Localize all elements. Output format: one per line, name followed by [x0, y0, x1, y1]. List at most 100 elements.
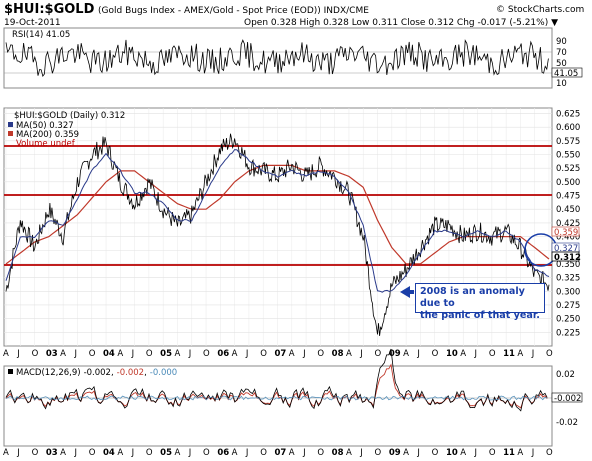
price-tick-label: 0.350 [556, 260, 580, 270]
x-tick-label: 05 [160, 349, 172, 359]
macd-v2: -0.002 [117, 368, 144, 378]
macd-x-tick-label: 05 [160, 448, 172, 458]
ma200-label: MA(200) 0.359 [16, 130, 79, 140]
macd-x-tick-label: O [203, 448, 210, 458]
macd-x-tick-label: A [60, 448, 66, 458]
x-tick-label: A [517, 349, 523, 359]
macd-x-tick-label: O [489, 448, 496, 458]
x-tick-label: O [432, 349, 439, 359]
price-tick-label: 0.250 [556, 315, 580, 325]
macd-value-tag: -0.002 [554, 394, 581, 404]
macd-tag-bg [551, 392, 583, 403]
price-tick-label: 0.400 [556, 233, 580, 243]
x-tick-label: A [60, 349, 66, 359]
x-tick-label: 04 [103, 349, 115, 359]
macd-x-tick-label: A [117, 448, 123, 458]
x-tick-label: O [146, 349, 153, 359]
macd-x-tick-label: 06 [217, 448, 229, 458]
x-tick-label: O [89, 349, 96, 359]
x-tick-label: J [416, 349, 420, 359]
macd-x-tick-label: O [146, 448, 153, 458]
x-tick-label: J [531, 349, 535, 359]
ohlc-readout: Open 0.328 High 0.328 Low 0.311 Close 0.… [244, 18, 558, 28]
volume-label: Volume undef [16, 139, 76, 149]
price-grid-vertical [5, 108, 550, 346]
macd-x-tick-label: A [517, 448, 523, 458]
rsi-value-tag: 41.05 [554, 69, 578, 79]
price-axis-ticks: 0.625 0.600 0.575 0.550 0.525 0.500 0.475 0.450… [556, 109, 580, 338]
ma200-tag-bg [551, 226, 580, 237]
macd-x-tick-label: O [432, 448, 439, 458]
macd-series [5, 348, 548, 412]
ma50-label: MA(50) 0.327 [16, 121, 74, 131]
x-tick-label: O [317, 349, 324, 359]
x-axis-labels: AAJJOO0303AAJJOO0404AAJJOO0505AAJJOO0606… [3, 349, 553, 458]
macd-v3: -0.000 [150, 368, 177, 378]
chart-title: $HUI:$GOLD [4, 2, 95, 17]
close-tag-bg [551, 251, 580, 262]
macd-x-tick-label: A [3, 448, 9, 458]
price-label: $HUI:$GOLD (Daily) 0.312 [14, 111, 125, 121]
price-tick-label: 0.575 [556, 137, 580, 147]
macd-histogram-series [5, 395, 548, 401]
annotation-line-2: the panic of that year. [420, 310, 540, 321]
macd-x-tick-label: J [16, 448, 20, 458]
x-tick-label: O [32, 349, 39, 359]
price-grid-horizontal [4, 113, 552, 333]
rsi-label: RSI(14) 41.05 [12, 30, 70, 40]
macd-x-tick-label: A [289, 448, 295, 458]
macd-x-tick-label: 10 [446, 448, 458, 458]
annotation-line-1: 2008 is an anomaly due to [420, 286, 525, 309]
price-tick-label: 0.625 [556, 109, 580, 119]
x-tick-label: O [260, 349, 267, 359]
macd-x-tick-label: 07 [275, 448, 287, 458]
chart-subtitle: (Gold Bugs Index - AMEX/Gold - Spot Pric… [98, 6, 369, 16]
x-tick-label: J [188, 349, 192, 359]
macd-signal-series [5, 363, 548, 409]
x-tick-label: 08 [332, 349, 344, 359]
price-tick-label: 0.325 [556, 274, 580, 284]
macd-x-tick-label: 03 [46, 448, 58, 458]
macd-x-tick-label: A [346, 448, 352, 458]
price-tick-label: 0.550 [556, 151, 580, 161]
price-tick-label: 0.525 [556, 164, 580, 174]
macd-x-tick-label: O [546, 448, 553, 458]
chart-date: 19-Oct-2011 [4, 18, 61, 28]
rsi-tick-50: 50 [556, 59, 567, 69]
macd-x-tick-label: A [232, 448, 238, 458]
macd-panel: MACD(12,26,9) -0.002, -0.002, -0.000 0.02 -… [3, 348, 583, 447]
x-tick-label: A [460, 349, 466, 359]
macd-x-tick-label: A [174, 448, 180, 458]
x-tick-label: J [16, 349, 20, 359]
price-tick-label: 0.475 [556, 192, 580, 202]
macd-x-tick-label: A [403, 448, 409, 458]
macd-x-tick-label: J [302, 448, 306, 458]
x-tick-label: 11 [503, 349, 515, 359]
x-tick-label: J [302, 349, 306, 359]
macd-x-tick-label: O [375, 448, 382, 458]
macd-x-tick-label: 11 [503, 448, 515, 458]
ma50-legend-swatch [8, 122, 13, 127]
price-tick-label: 0.300 [556, 287, 580, 297]
rsi-value-tag-bg [551, 67, 583, 78]
macd-panel-frame [3, 365, 553, 447]
macd-x-tick-label: O [317, 448, 324, 458]
macd-tick-pos: 0.02 [556, 370, 575, 380]
rsi-panel-frame [3, 27, 553, 89]
x-tick-label: J [131, 349, 135, 359]
x-tick-label: J [73, 349, 77, 359]
macd-x-tick-label: J [416, 448, 420, 458]
macd-x-tick-label: 04 [103, 448, 115, 458]
rsi-series [5, 39, 549, 78]
macd-label-prefix: MACD(12,26,9) [16, 368, 81, 378]
rsi-tick-10: 10 [556, 79, 567, 89]
macd-x-tick-label: J [188, 448, 192, 458]
x-tick-label: A [289, 349, 295, 359]
x-tick-label: 06 [217, 349, 229, 359]
brand-label: © StockCharts.com [496, 5, 584, 15]
annotation-callout: 2008 is an anomaly due to the panic of t… [415, 283, 545, 321]
ma50-series [5, 149, 550, 293]
x-tick-label: J [359, 349, 363, 359]
x-tick-label: J [245, 349, 249, 359]
x-tick-label: O [375, 349, 382, 359]
